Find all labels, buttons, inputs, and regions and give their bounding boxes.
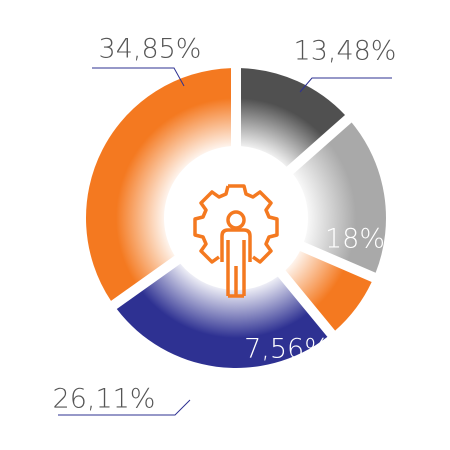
value-label: 7,56% [244,334,330,365]
leader-line [92,67,185,87]
slice [293,122,386,273]
donut [86,68,386,368]
leader-line [299,77,392,93]
value-label: 34,85% [99,34,202,65]
leader-line [58,399,191,416]
slice [240,68,346,167]
person-body [220,228,252,298]
value-label: 13,48% [294,36,397,67]
center-icon [193,184,279,298]
gear [193,184,279,264]
value-label: 26,11% [53,384,156,415]
person-head [226,210,246,230]
slice [285,251,372,331]
value-label: 18% [325,224,385,255]
slice [86,68,232,301]
slice [116,263,328,368]
